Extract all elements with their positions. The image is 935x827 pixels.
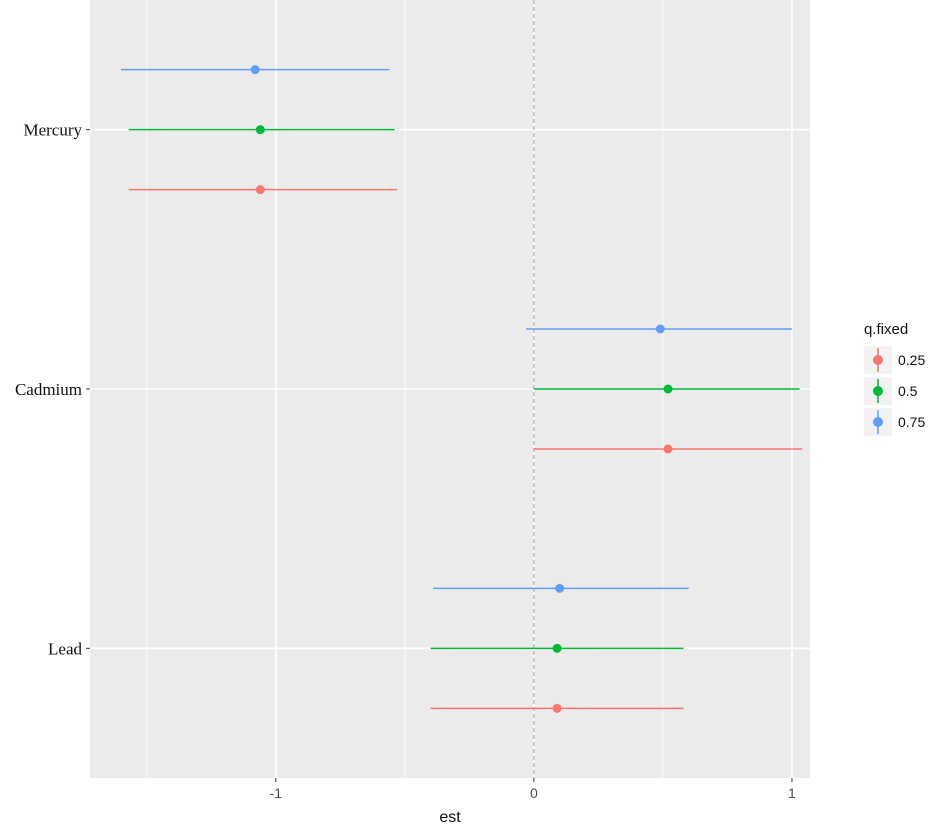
point-cadmium-0.25 (663, 444, 673, 454)
x-axis-title: est (439, 809, 461, 826)
point-cadmium-0.5 (663, 384, 673, 394)
data-marks (120, 65, 803, 713)
x-tick-label: 0 (530, 785, 538, 801)
legend-key-point (873, 355, 883, 365)
legend-key-point (873, 386, 883, 396)
y-tick-label-lead: Lead (48, 639, 82, 658)
y-tick-label-mercury: Mercury (23, 121, 82, 140)
point-lead-0.75 (555, 583, 565, 593)
legend: q.fixed 0.25 0.5 0.75 (864, 321, 925, 436)
x-tick-label: -1 (270, 785, 283, 801)
point-mercury-0.5 (255, 125, 265, 135)
legend-key-point (873, 417, 883, 427)
x-tick-label: 1 (788, 785, 796, 801)
point-lead-0.5 (552, 643, 562, 653)
legend-label-0.5: 0.5 (898, 383, 918, 399)
legend-label-0.25: 0.25 (898, 352, 925, 368)
x-axis: -1 0 1 (270, 778, 796, 801)
point-cadmium-0.75 (655, 324, 665, 334)
point-mercury-0.75 (250, 65, 260, 75)
y-axis: Mercury Cadmium Lead (15, 121, 90, 658)
point-mercury-0.25 (255, 185, 265, 195)
legend-label-0.75: 0.75 (898, 414, 925, 430)
y-tick-label-cadmium: Cadmium (15, 380, 82, 399)
point-lead-0.25 (552, 703, 562, 713)
legend-title: q.fixed (864, 321, 908, 338)
